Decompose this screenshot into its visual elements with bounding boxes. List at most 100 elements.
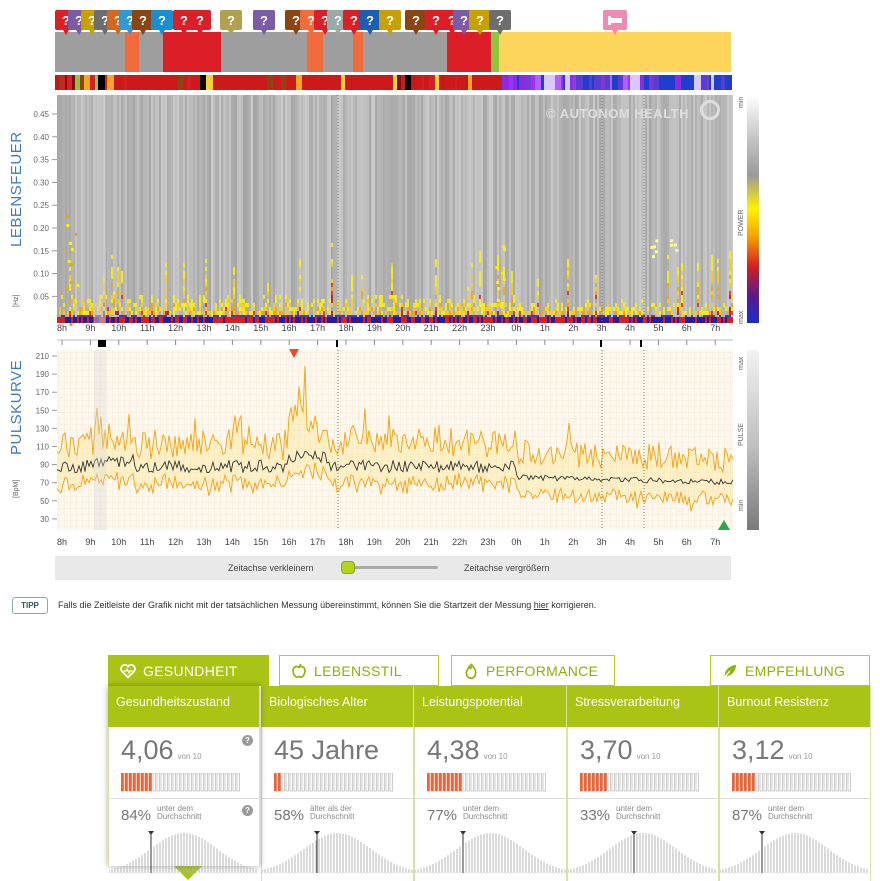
score-bar bbox=[365, 773, 369, 792]
score-bar bbox=[823, 773, 827, 792]
y-tick-label: 150 bbox=[36, 406, 50, 415]
score-bar bbox=[462, 773, 466, 792]
metric-desc-line: unter dem bbox=[616, 803, 653, 813]
score-bar bbox=[611, 773, 615, 792]
metric-value-row: 3,12 von 10 bbox=[732, 735, 813, 766]
activity-marker-icon[interactable]: ? bbox=[469, 10, 491, 35]
score-bar bbox=[819, 773, 823, 792]
score-bar bbox=[341, 773, 345, 792]
score-bar bbox=[659, 773, 663, 792]
tab-performance[interactable]: PERFORMANCE bbox=[451, 655, 615, 686]
metric-card[interactable]: Biologisches Alter 45 Jahre 58% älter als d… bbox=[261, 686, 414, 881]
activity-marker-icon[interactable]: ? bbox=[253, 10, 275, 35]
score-bar bbox=[289, 773, 293, 792]
metric-card[interactable]: Gesundheitszustand 4,06 von 10 84% unter dem… bbox=[108, 686, 260, 873]
help-icon[interactable]: ? bbox=[242, 805, 253, 816]
score-bar bbox=[281, 773, 285, 792]
score-bar bbox=[442, 773, 446, 792]
metric-unit: von 10 bbox=[483, 752, 508, 761]
svg-text:?: ? bbox=[227, 13, 235, 28]
score-bar bbox=[514, 773, 518, 792]
x-tick-label: 9h bbox=[85, 323, 95, 333]
spectrum-chart: 0.45 0.40 0.35 0.30 0.25 0.20 0.15 0.10 0.05 8h 9… bbox=[33, 95, 759, 347]
score-bar bbox=[591, 773, 595, 792]
zoom-larger-label[interactable]: Zeitachse vergrößern bbox=[464, 563, 550, 573]
tab-gesundheit[interactable]: GESUNDHEIT bbox=[108, 655, 269, 686]
metric-desc-line: älter als der bbox=[310, 803, 352, 813]
activity-marker-icon[interactable]: ? bbox=[379, 10, 401, 35]
score-bar bbox=[184, 773, 188, 792]
metric-card[interactable]: Burnout Resistenz 3,12 von 10 87% unter dem D… bbox=[719, 686, 871, 881]
svg-text:?: ? bbox=[334, 13, 342, 28]
metric-card[interactable]: Leistungspotential 4,38 von 10 77% unter dem… bbox=[414, 686, 567, 881]
zoom-slider-track[interactable] bbox=[342, 566, 438, 569]
score-bar bbox=[216, 773, 220, 792]
pulse-chart: 210 190 170 150 130 110 90 70 50 30 8h 9h 10h 11h 12h… bbox=[36, 349, 759, 547]
tip-link[interactable]: hier bbox=[533, 600, 549, 610]
activity-marker-icon[interactable]: ? bbox=[489, 10, 511, 35]
score-bar bbox=[526, 773, 530, 792]
score-bar bbox=[522, 773, 526, 792]
activity-marker-icon[interactable]: ? bbox=[220, 10, 242, 35]
score-bar bbox=[803, 773, 807, 792]
x-tick-label: 14h bbox=[225, 323, 240, 333]
x-tick-label: 22h bbox=[452, 323, 467, 333]
score-bar bbox=[486, 773, 490, 792]
score-bar bbox=[619, 773, 623, 792]
score-bar bbox=[587, 773, 591, 792]
metric-divider bbox=[415, 798, 566, 799]
svg-text:?: ? bbox=[158, 13, 166, 28]
score-bar bbox=[164, 773, 168, 792]
score-bar bbox=[168, 773, 172, 792]
activity-marker-icon[interactable]: ? bbox=[151, 10, 173, 35]
metric-body: 3,12 von 10 87% unter dem Durchschnitt bbox=[719, 727, 870, 881]
score-bar bbox=[450, 773, 454, 792]
tab-label: GESUNDHEIT bbox=[143, 663, 238, 679]
zoom-smaller-label[interactable]: Zeitachse verkleinern bbox=[228, 563, 314, 573]
svg-text:?: ? bbox=[292, 13, 300, 28]
score-bar bbox=[466, 773, 470, 792]
metric-title: Leistungspotential bbox=[414, 686, 566, 727]
score-bar bbox=[454, 773, 458, 792]
score-bar bbox=[357, 773, 361, 792]
sleep-icon[interactable] bbox=[603, 10, 627, 35]
leaf-icon bbox=[723, 664, 737, 679]
tip-message: Falls die Zeitleiste der Grafik nicht mi… bbox=[58, 600, 532, 610]
metric-percent-desc: unter dem Durchschnitt bbox=[768, 804, 812, 821]
score-bar bbox=[691, 773, 695, 792]
score-bar bbox=[220, 773, 224, 792]
metric-desc-line: Durchschnitt bbox=[616, 811, 661, 821]
tab-lebensstil[interactable]: LEBENSSTIL bbox=[279, 655, 439, 686]
score-bar bbox=[128, 773, 132, 792]
score-bar bbox=[345, 773, 349, 792]
activity-marker-icon[interactable]: ? bbox=[405, 10, 427, 35]
score-bar bbox=[623, 773, 627, 792]
score-bar bbox=[333, 773, 337, 792]
help-icon[interactable]: ? bbox=[242, 735, 253, 746]
metric-desc-line: Durchschnitt bbox=[463, 811, 508, 821]
metric-body: 4,38 von 10 77% unter dem Durchschnitt bbox=[414, 727, 566, 881]
score-bar bbox=[232, 773, 236, 792]
x-tick-label: 6h bbox=[682, 323, 692, 333]
svg-text:?: ? bbox=[75, 13, 83, 28]
y-tick-label: 0.25 bbox=[33, 201, 49, 210]
metric-title: Stressverarbeitung bbox=[567, 686, 718, 727]
activity-marker-icon[interactable]: ? bbox=[359, 10, 381, 35]
pulse-legend-min: min bbox=[738, 499, 745, 511]
zoom-slider-handle[interactable] bbox=[341, 561, 355, 574]
score-bar bbox=[329, 773, 333, 792]
activity-marker-icon[interactable]: ? bbox=[132, 10, 154, 35]
svg-text:?: ? bbox=[350, 13, 358, 28]
metric-card[interactable]: Stressverarbeitung 3,70 von 10 33% unter dem… bbox=[567, 686, 719, 881]
activity-marker-icon[interactable]: ? bbox=[189, 10, 211, 35]
metric-percent-row: 84% unter dem Durchschnitt bbox=[121, 804, 202, 824]
distribution-curve bbox=[262, 831, 413, 873]
score-bar bbox=[827, 773, 831, 792]
score-bar bbox=[739, 773, 743, 792]
score-bar bbox=[204, 773, 208, 792]
svg-text:?: ? bbox=[307, 13, 315, 28]
tab-empfehlung[interactable]: EMPFEHLUNG bbox=[710, 655, 870, 686]
svg-text:?: ? bbox=[139, 13, 147, 28]
score-bar bbox=[843, 773, 847, 792]
x-tick-label: 5h bbox=[653, 323, 663, 333]
